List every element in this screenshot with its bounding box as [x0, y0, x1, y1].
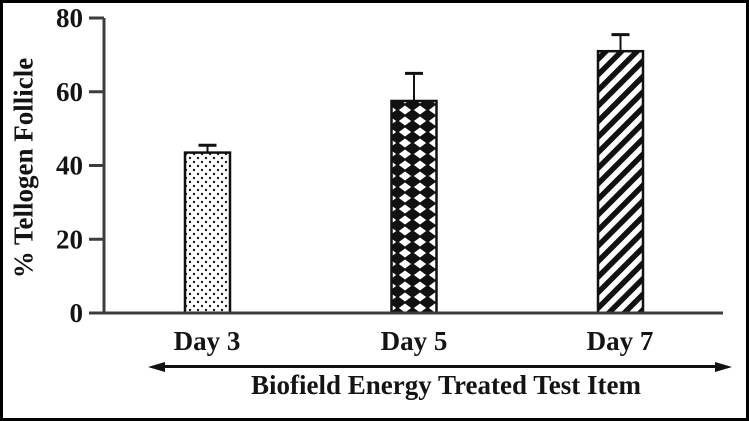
- arrowhead-right-icon: [715, 361, 732, 372]
- y-tick-label: 20: [56, 224, 83, 254]
- x-tick-label-day-5: Day 5: [380, 326, 448, 356]
- y-tick-label: 0: [70, 298, 84, 328]
- bar-day-7: [596, 49, 645, 315]
- bar-day-3: [183, 151, 232, 315]
- arrowhead-left-icon: [148, 361, 165, 372]
- x-tick-label-day-3: Day 3: [173, 326, 241, 356]
- y-axis-title: % Tellogen Follicle: [8, 57, 39, 279]
- x-axis-title: Biofield Energy Treated Test Item: [251, 370, 641, 400]
- arrow-line: [165, 365, 715, 368]
- bar-day-5: [390, 99, 438, 315]
- y-tick-label: 80: [56, 3, 83, 33]
- y-tick-label: 60: [56, 77, 83, 107]
- y-tick-label: 40: [56, 151, 83, 181]
- double-headed-arrow: [148, 361, 732, 372]
- x-tick-label-day-7: Day 7: [586, 326, 654, 356]
